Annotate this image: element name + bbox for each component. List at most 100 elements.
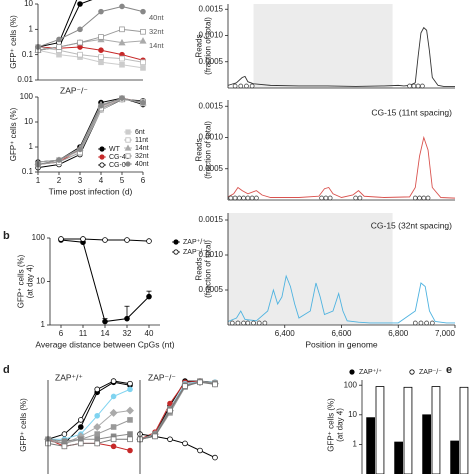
series-line [47, 381, 131, 444]
marker [212, 454, 218, 461]
marker [80, 236, 86, 242]
cpg-marker [407, 83, 412, 89]
series-line [37, 28, 144, 51]
cpg-marker [237, 195, 242, 201]
plot-area [227, 135, 456, 199]
y-tick-label: 100 [32, 233, 46, 242]
marker [77, 26, 83, 33]
series-line [139, 381, 216, 440]
x-tick-label: 32 [123, 329, 132, 338]
annotation: 32nt [149, 27, 165, 36]
y-tick-label: 0.0010 [199, 31, 224, 40]
marker [140, 99, 146, 106]
marker [102, 237, 108, 243]
cpg-marker [417, 195, 422, 201]
series-line [37, 0, 93, 51]
marker [94, 412, 100, 419]
series-line [37, 49, 144, 69]
y-axis-label: Reads [195, 34, 204, 57]
marker [78, 440, 84, 447]
cpg-marker [241, 195, 246, 201]
marker [124, 237, 130, 243]
cpg-marker [411, 83, 417, 89]
marker [125, 153, 131, 159]
annotation: 40nt [149, 13, 165, 22]
marker [167, 436, 173, 443]
marker [98, 102, 104, 109]
cpg-marker [425, 195, 431, 201]
marker [124, 144, 132, 151]
marker [119, 95, 125, 101]
cpg-marker [262, 320, 268, 326]
y-tick-label: 0.0005 [199, 164, 224, 173]
marker [61, 431, 68, 437]
marker [139, 37, 147, 44]
marker [152, 433, 158, 440]
marker [93, 423, 102, 431]
y-tick-label: 0.01 [17, 75, 33, 84]
y-tick-label: 10 [24, 0, 33, 8]
x-tick-label: 7,000 [435, 329, 456, 338]
marker [197, 379, 203, 386]
y-axis-label: (fraction of total) [204, 121, 213, 179]
series-line [227, 274, 455, 324]
highlight [228, 213, 393, 325]
cpg-marker [228, 195, 234, 201]
marker [140, 28, 146, 35]
cpg-marker [232, 83, 238, 89]
y-axis-label: GFP⁺ cells (%) [19, 398, 28, 452]
chart-title: ZAP⁻/⁻ [60, 85, 88, 95]
plot-area [366, 386, 469, 474]
legend-label: CG-0 [109, 162, 126, 169]
panel-label: e [446, 364, 452, 376]
marker [77, 146, 83, 153]
cpg-marker [241, 320, 246, 326]
legend-label: ZAP⁺/⁺ [183, 239, 206, 246]
cpg-marker [418, 320, 424, 326]
marker [77, 39, 83, 46]
x-tick-label: 3 [78, 176, 83, 185]
x-tick-label: 40 [145, 329, 154, 338]
cpg-marker [412, 320, 418, 326]
marker [99, 146, 105, 152]
marker [127, 447, 133, 454]
marker [110, 443, 117, 450]
marker [127, 417, 133, 423]
legend-label: 14nt [135, 145, 149, 152]
marker [173, 239, 179, 245]
cpg-marker [353, 195, 359, 201]
legend-label: ZAP⁻/⁻ [183, 249, 206, 256]
y-tick-label: 0.0015 [199, 215, 224, 224]
marker [119, 3, 125, 10]
bar [366, 417, 375, 474]
legend-label: 32nt [135, 153, 149, 160]
y-tick-label: 1 [29, 142, 34, 151]
marker [173, 249, 179, 255]
y-axis-label: (fraction of total) [204, 17, 213, 75]
cpg-marker [424, 320, 429, 326]
y-tick-label: 1 [29, 24, 34, 33]
marker [125, 129, 131, 135]
marker [61, 438, 68, 444]
marker [110, 393, 117, 400]
y-axis-label: (at day 4) [336, 408, 345, 442]
cpg-marker [249, 83, 255, 89]
marker [77, 1, 83, 7]
series-line [47, 410, 131, 444]
y-tick-label: 0.1 [22, 50, 34, 59]
bar [394, 441, 403, 474]
highlight [253, 4, 393, 88]
cpg-marker [323, 195, 329, 201]
legend-label: WT [109, 146, 121, 153]
marker [77, 51, 83, 58]
x-tick-label: 6 [141, 176, 146, 185]
panel-label: d [3, 364, 10, 376]
chart-title: CG-15 (32nt spacing) [371, 220, 452, 230]
legend-label: 11nt [135, 137, 148, 144]
marker [99, 154, 105, 160]
series-line [37, 98, 144, 165]
series-line [139, 381, 216, 440]
x-axis-label: Position in genome [305, 339, 378, 349]
x-tick-label: 5 [120, 176, 125, 185]
cpg-marker [232, 195, 238, 201]
